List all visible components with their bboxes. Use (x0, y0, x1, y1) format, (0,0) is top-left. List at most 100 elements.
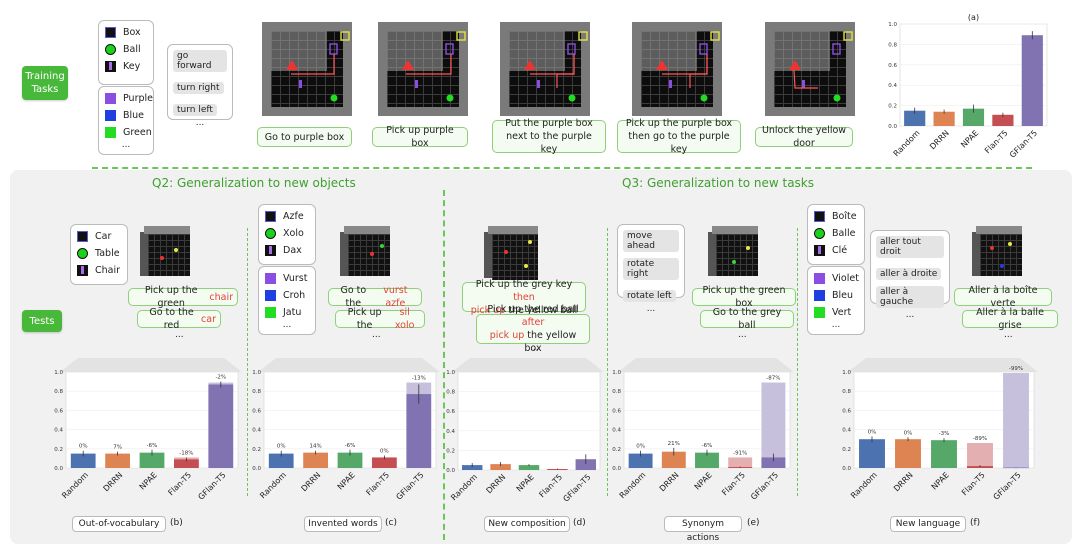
y-tick-label: 0.8 (612, 389, 621, 395)
x-tick-label: Random (449, 472, 479, 502)
object-label: Ball (123, 44, 141, 55)
y-tick-label: 0.8 (842, 389, 851, 395)
color-label: Jatu (283, 307, 302, 318)
panel-e-label: Synonym actions (664, 516, 742, 543)
ball-icon (105, 44, 116, 55)
color-item: Bleu (808, 287, 864, 304)
bar (372, 457, 397, 468)
bar (303, 452, 328, 468)
x-tick-label: Random (618, 470, 648, 500)
bar (518, 465, 540, 470)
caption-text: Go to the red (149, 307, 194, 331)
env-cube (484, 226, 540, 280)
x-tick-label: NPAE (515, 472, 536, 493)
box-icon (105, 27, 116, 38)
bar (1003, 467, 1029, 469)
color-item: Vert (808, 304, 864, 321)
x-tick-label: GFlan-T5 (394, 470, 425, 501)
bar (575, 459, 597, 470)
caption-text: Go to the (340, 285, 367, 309)
caption-text: Pick up the red ball (487, 304, 579, 315)
bar-annotation: -6% (345, 443, 356, 449)
training-colors-box: Purple Blue Green ... (98, 86, 154, 155)
bar (461, 465, 483, 470)
x-tick-label: Flan-T5 (166, 470, 193, 497)
bar-annotation: -91% (733, 450, 747, 456)
object-item: Box (99, 24, 153, 41)
env-cube (140, 226, 192, 278)
caption-highlight: car (201, 313, 216, 325)
bar (967, 466, 993, 468)
test-caption: Pick up the green box (692, 285, 796, 309)
ghost-bar (967, 443, 993, 468)
object-label: Table (95, 248, 120, 259)
more-ellipsis: ... (646, 304, 656, 314)
panel-divider (797, 228, 798, 496)
color-swatch-icon (265, 273, 276, 284)
action-item: rotate right (623, 258, 679, 280)
caption-text: the yellow ball (505, 304, 578, 316)
caption-highlight: pick up (470, 304, 506, 316)
y-tick-label: 1.0 (888, 22, 897, 28)
y-tick-label: 0.8 (888, 42, 897, 48)
x-tick-label: DRRN (485, 472, 508, 495)
more-ellipsis: ... (175, 330, 184, 340)
chart-perspective (60, 358, 242, 372)
action-item: aller tout droit (876, 236, 944, 258)
bar (337, 452, 363, 468)
y-tick-label: 0.6 (446, 409, 455, 415)
ball-icon (814, 228, 825, 239)
more-ellipsis: ... (831, 320, 841, 330)
x-tick-label: Random (849, 470, 879, 500)
color-swatch-icon (814, 290, 825, 301)
y-tick-label: 0.6 (888, 63, 897, 69)
color-item: Blue (99, 107, 153, 124)
key-icon (77, 265, 88, 276)
ball-icon (265, 228, 276, 239)
bar (174, 459, 199, 468)
test-caption: Go to the red car (137, 307, 221, 331)
color-label: Bleu (832, 290, 854, 301)
env-grid-lit-area (509, 31, 565, 71)
y-tick-label: 0.4 (842, 428, 851, 434)
color-item: Vurst (259, 270, 315, 287)
x-tick-label: DRRN (892, 470, 915, 493)
bar (406, 394, 432, 468)
bar (859, 439, 885, 468)
box-icon (77, 231, 88, 242)
x-tick-label: GFlan-T5 (749, 470, 780, 501)
x-tick-label: Flan-T5 (537, 472, 564, 499)
color-swatch-icon (105, 93, 116, 104)
box-icon (814, 211, 825, 222)
y-tick-label: 0.2 (54, 447, 63, 453)
x-tick-label: Flan-T5 (960, 470, 987, 497)
y-tick-label: 1.0 (252, 370, 261, 376)
object-item: Clé (808, 242, 864, 259)
object-item: Car (71, 228, 127, 245)
q3-title: Q3: Generalization to new tasks (622, 176, 815, 190)
key-icon (265, 245, 276, 256)
action-item: aller à gauche (876, 286, 944, 308)
panel-f-colors-box: Violet Bleu Vert ... (807, 266, 865, 335)
training-tasks-tag: Training Tasks (22, 66, 68, 100)
chart-perspective (618, 358, 794, 372)
object-item: Chair (71, 262, 127, 279)
panel-b-objects-box: Car Table Chair (70, 224, 128, 285)
y-tick-label: 0.8 (446, 390, 455, 396)
env-grid (765, 22, 855, 116)
chart-d: 0.0 0.2 0.4 0.6 0.8 1.0 Random DRRN NPAE Flan-T5G… (446, 358, 604, 504)
bar (992, 114, 1014, 126)
bar-annotation: 0% (868, 429, 877, 435)
color-label: Vurst (283, 273, 308, 284)
test-caption: Pick up the green chair (128, 285, 238, 309)
more-ellipsis: ... (121, 140, 131, 150)
task-caption: Unlock the yellow door (755, 125, 853, 149)
y-tick-label: 1.0 (842, 370, 851, 376)
x-tick-label: NPAE (930, 470, 951, 491)
object-item: Xolo (259, 225, 315, 242)
x-tick-label: DRRN (658, 470, 681, 493)
panel-f-letter: (f) (970, 518, 981, 528)
object-label: Azfe (283, 211, 304, 222)
object-label: Chair (95, 265, 121, 276)
bar (933, 111, 955, 126)
